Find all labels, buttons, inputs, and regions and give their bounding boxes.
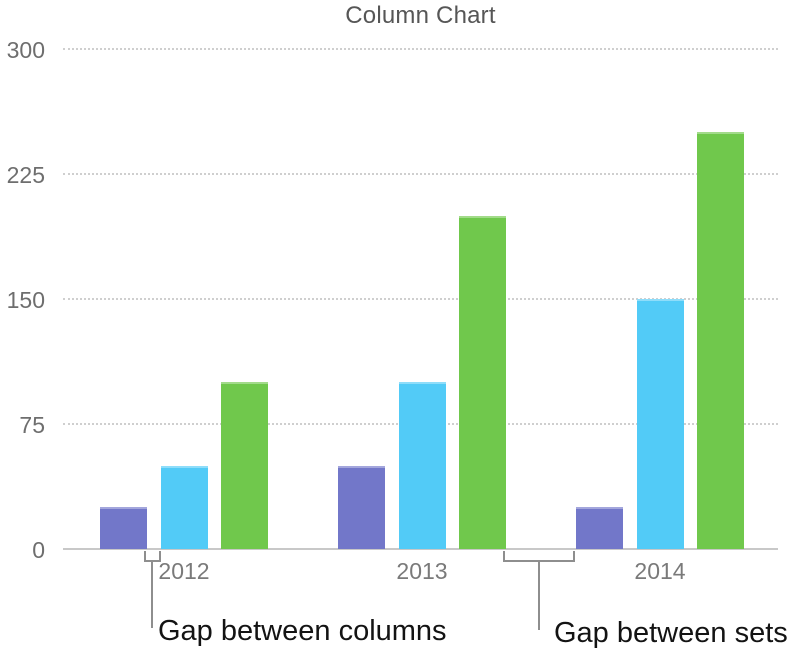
bar-2013-purple-series [338,465,385,549]
y-axis-tick-label: 75 [19,412,45,438]
bar-2014-green-series [697,132,744,549]
bar-2013-green-series [459,215,506,549]
bar-2012-blue-series [160,465,208,549]
gridline-300 [63,48,778,50]
category-label-2014: 2014 [634,558,686,584]
y-axis-tick-label: 225 [6,162,45,188]
bar-2014-blue-series [636,299,684,549]
gap-between-sets-label: Gap between sets [554,617,788,649]
y-axis-tick-label: 300 [6,37,45,63]
gridline-225 [63,173,778,175]
category-label-2013: 2013 [396,558,448,584]
bar-2012-purple-series [100,507,147,549]
bar-2013-blue-series [398,382,446,549]
category-label-2012: 2012 [158,558,210,584]
gridline-150 [63,298,778,300]
bar-2014-purple-series [576,507,623,549]
chart-title: Column Chart [345,2,496,29]
gap-between-sets-callout-line [538,561,540,630]
y-axis-tick-label: 0 [32,537,45,563]
gap-between-columns-callout-line [151,561,153,628]
gap-between-columns-label: Gap between columns [158,615,447,647]
x-axis-line [63,548,778,550]
bar-2012-green-series [221,382,268,549]
y-axis-tick-label: 150 [6,287,45,313]
